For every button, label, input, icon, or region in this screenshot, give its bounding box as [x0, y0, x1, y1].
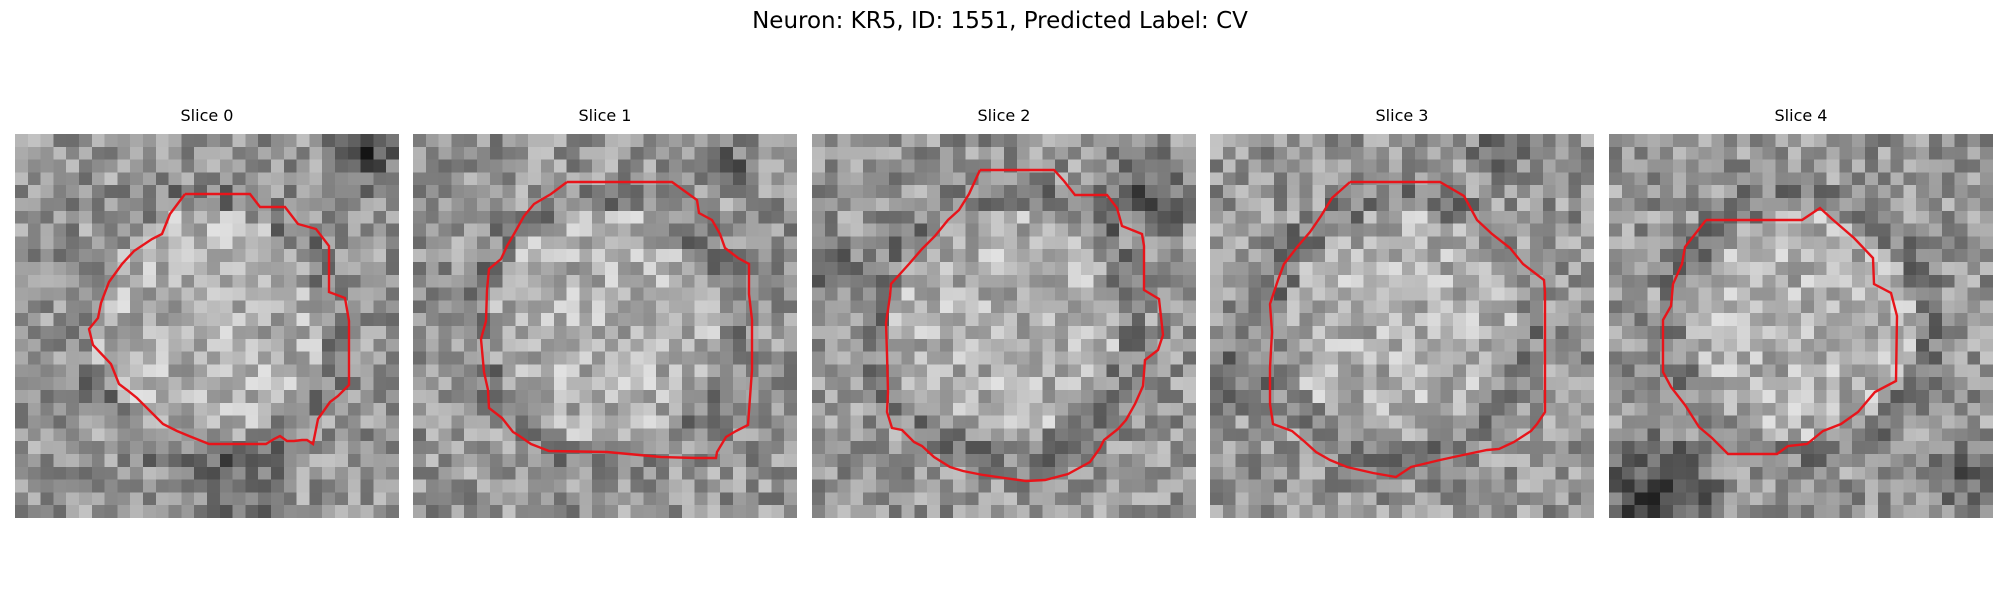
roi-contour [87, 192, 351, 446]
slice-pixels [1609, 134, 1993, 518]
slice-panel-4: Slice 4 [1609, 106, 1993, 518]
slice-pixels [812, 134, 1196, 518]
slice-image [413, 134, 797, 518]
figure-title: Neuron: KR5, ID: 1551, Predicted Label: … [752, 8, 1248, 34]
slice-panel-0: Slice 0 [15, 106, 399, 518]
slice-pixels [413, 134, 797, 518]
slice-pixels [1210, 134, 1594, 518]
slice-title: Slice 0 [180, 106, 234, 125]
slice-image [1609, 134, 1993, 518]
slice-title: Slice 2 [977, 106, 1031, 125]
roi-contour [479, 180, 754, 460]
slice-title: Slice 3 [1375, 106, 1429, 125]
slice-pixels [15, 134, 399, 518]
roi-contour [884, 168, 1165, 483]
slice-title: Slice 1 [578, 106, 632, 125]
roi-contour [1268, 180, 1547, 479]
slice-panel-3: Slice 3 [1210, 106, 1594, 518]
slice-panel-1: Slice 1 [413, 106, 797, 518]
slice-image [812, 134, 1196, 518]
slice-image [1210, 134, 1594, 518]
slice-image [15, 134, 399, 518]
slice-panel-2: Slice 2 [812, 106, 1196, 518]
slice-title: Slice 4 [1774, 106, 1828, 125]
roi-contour [1661, 206, 1899, 456]
